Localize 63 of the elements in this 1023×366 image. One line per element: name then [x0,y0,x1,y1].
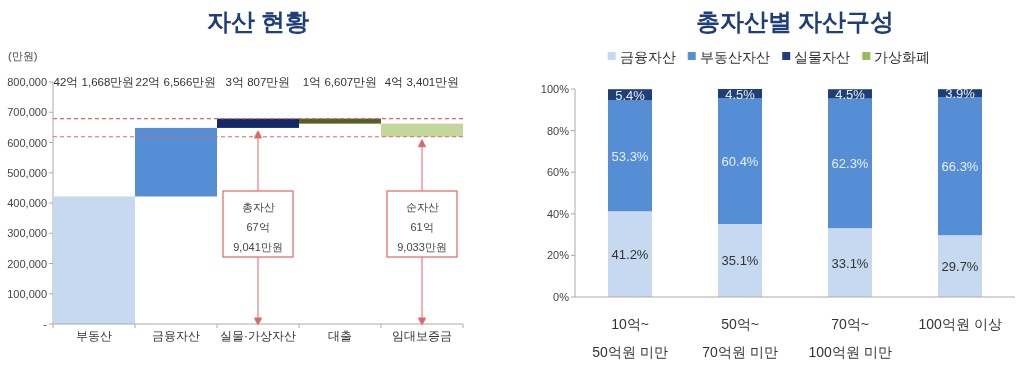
y-tick-label: 800,000 [7,76,47,88]
bar [53,196,135,324]
data-label: 60.4% [721,154,759,170]
data-label: 4.5% [725,86,756,102]
y-tick-label: 100,000 [7,287,47,300]
y-tick-label: 40% [546,207,570,220]
legend-label: 부동산자산 [699,49,770,65]
annotation: 1억 6,607만원 [302,76,378,88]
data-label: 5.4% [615,87,646,103]
y-tick-label: 100% [540,83,570,95]
y-tick-label: 600,000 [7,136,47,149]
bar [938,97,982,236]
chart-title: 총자산별 자산구성 [695,8,895,35]
legend-label: 실물자산 [794,49,851,65]
y-tick-label: 80% [546,124,570,137]
y-tick-label: 60% [546,166,570,179]
x-tick-label: 100억원 이상 [918,316,1002,332]
bar [135,127,217,197]
bar [608,211,652,297]
y-axis-title: (만원) [8,50,38,62]
annotation: 순자산 61억 9,033만원 [397,201,447,253]
x-tick-label: 70억~ 100억원 미만 [808,316,892,360]
x-tick-label: 실물·가상자산 [220,329,296,343]
bar [381,123,463,137]
y-tick-label: 400,000 [7,197,47,209]
x-tick-label: 대출 [328,329,352,343]
annotation: 22억 6,566만원 [135,76,217,88]
bar [828,228,872,297]
x-tick-label: 임대보증금 [392,329,452,343]
annotation: 총자산 67억 9,041만원 [233,201,283,253]
y-tick-label: 300,000 [7,227,47,240]
annotation: 42억 1,668만원 [53,76,135,88]
x-tick-label: 금융자산 [152,329,200,343]
data-label: 53.3% [611,148,649,164]
data-label: 33.1% [831,255,869,271]
data-label: 29.7% [941,259,979,275]
bar [828,98,872,229]
y-tick-label: 700,000 [7,106,47,119]
data-label: 66.3% [941,159,979,175]
data-label: 62.3% [831,156,869,172]
annotation: 3억 807만원 [225,76,291,88]
data-label: 3.9% [945,86,976,102]
x-tick-label: 부동산 [76,329,112,343]
y-tick-label: 500,000 [7,166,47,179]
y-tick-label: 200,000 [7,257,47,270]
bar [299,118,381,124]
bar [718,223,762,297]
x-tick-label: 50억~ 70억원 미만 [702,316,778,360]
bar [608,100,652,212]
data-label: 41.2% [611,247,649,263]
data-label: 35.1% [721,253,759,269]
y-tick-label: - [43,318,48,330]
chart-title: 자산 현황 [206,8,310,35]
x-tick-label: 10억~ 50억원 미만 [592,316,668,360]
annotation: 4억 3,401만원 [384,76,460,88]
legend-label: 가상화폐 [874,49,931,65]
y-tick-label: 20% [546,249,570,262]
y-tick-label: 0% [553,291,570,303]
bar [718,98,762,224]
data-label: 4.5% [835,86,866,102]
legend-label: 금융자산 [619,49,676,65]
bar [217,118,299,128]
bar [938,235,982,297]
